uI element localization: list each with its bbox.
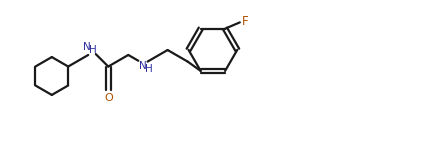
Text: N: N xyxy=(83,42,91,52)
Text: N: N xyxy=(139,61,147,71)
Text: H: H xyxy=(89,45,96,55)
Text: H: H xyxy=(145,64,153,74)
Text: O: O xyxy=(104,93,113,103)
Text: F: F xyxy=(241,16,248,28)
